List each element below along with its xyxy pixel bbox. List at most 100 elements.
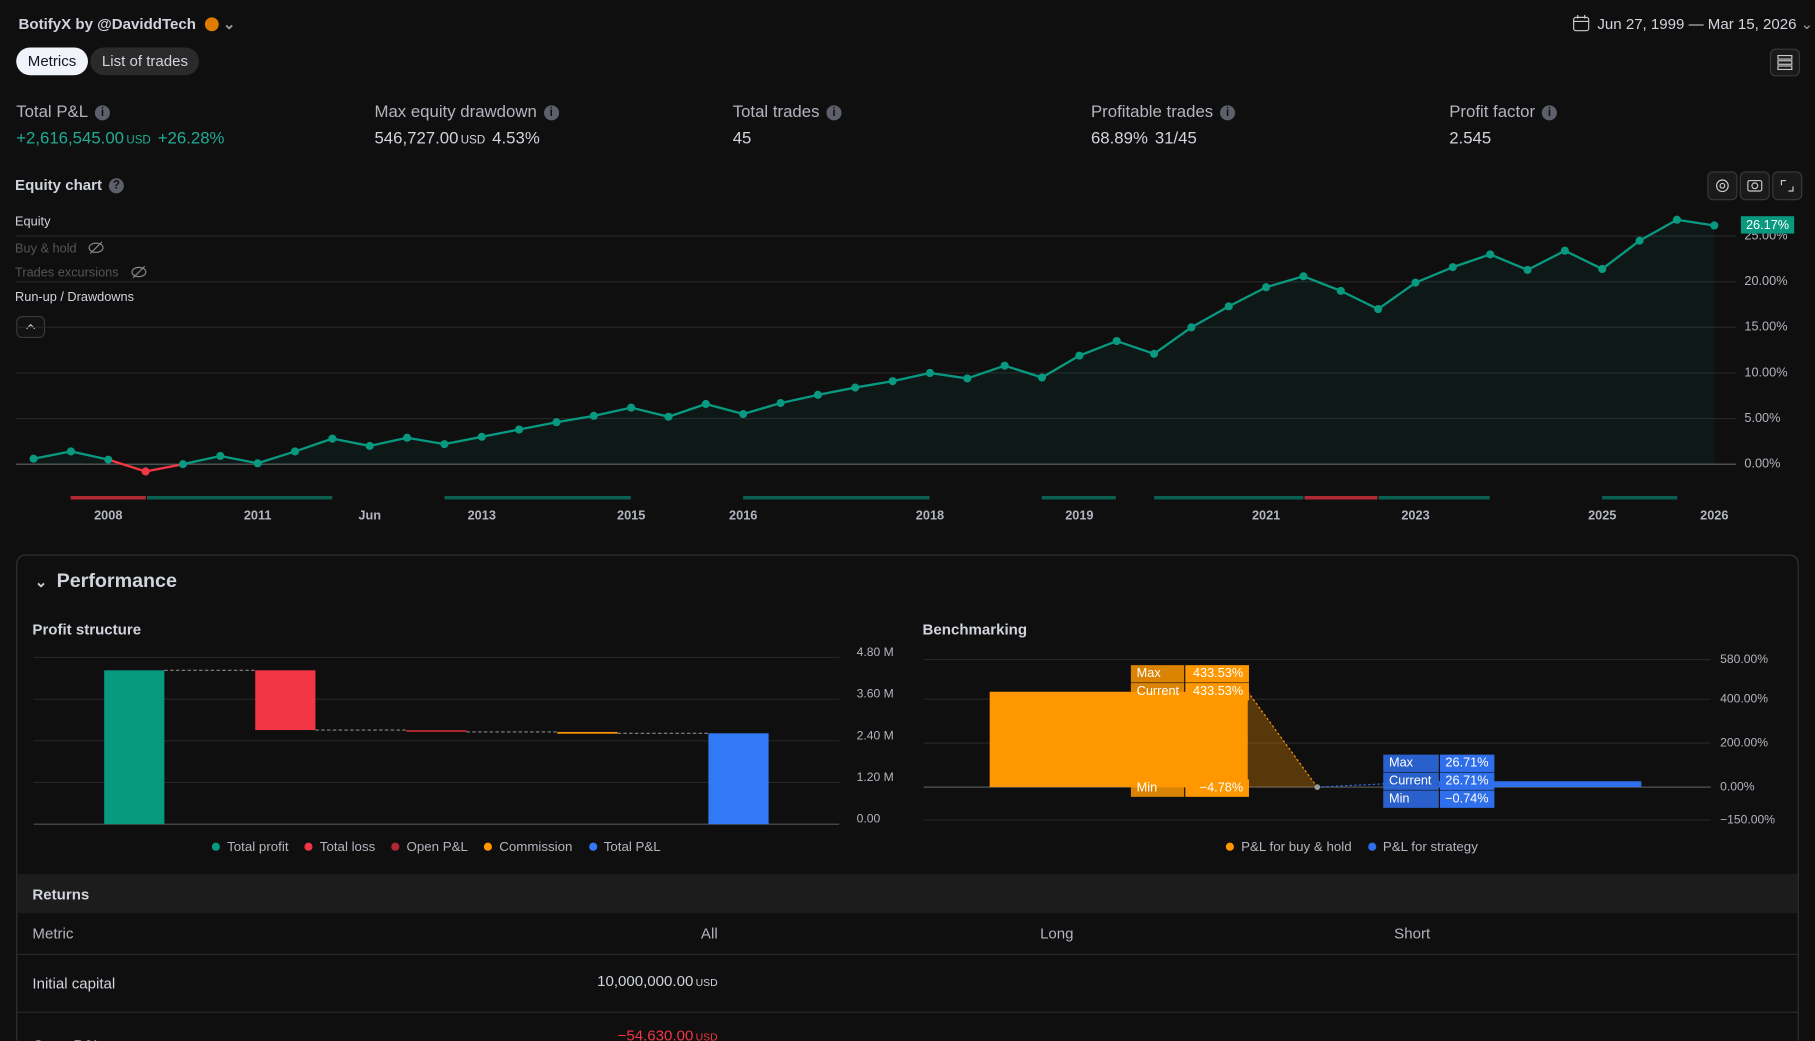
camera-icon [1747,179,1763,192]
performance-header[interactable]: ⌄ Performance [34,569,177,592]
current-label: 26.17% [1746,217,1789,232]
row-divider [17,1011,1798,1013]
info-icon: i [543,105,559,121]
legend-item: Total profit [212,840,289,854]
equity-segment [406,436,445,446]
stat-name: Min [1137,780,1158,795]
metric-label-text: Max equity drawdown [374,103,537,122]
legend-item: Total P&L [588,840,661,854]
legend-text: P&L for buy & hold [1241,840,1352,855]
stat-name-bg [1130,779,1185,797]
equity-point [253,459,262,468]
equity-segment [33,450,72,460]
legend-runup[interactable]: Run-up / Drawdowns [15,290,134,305]
equity-segment [294,437,333,453]
equity-segment [1303,275,1342,292]
equity-segment [892,371,931,383]
equity-point [477,432,486,441]
x-tick-label: 2008 [94,508,122,523]
x-tick-label: 2025 [1588,508,1616,523]
metric-value-text: 546,727.00 [374,129,459,149]
menu-icon [1777,54,1793,71]
metric-label: Total P&L i [16,103,111,122]
info-icon: i [826,105,842,121]
y-tick-label: 400.00% [1720,691,1768,705]
equity-point [963,374,972,383]
metric-value: 2.545 [1449,130,1491,149]
stat-value-bg [1439,772,1495,790]
stat-value: −4.78% [1200,780,1244,795]
stat-value-bg [1185,779,1249,797]
equity-segment [70,450,109,461]
stat-name: Current [1389,773,1432,788]
snapshot-button[interactable] [1739,171,1770,201]
x-tick-label: 2016 [729,508,757,523]
metric-label-text: Profitable trades [1090,103,1214,122]
hidden-icon [130,265,146,279]
equity-point [1411,278,1420,287]
tab-trades[interactable]: List of trades [90,47,200,76]
value-text: −54,630.00 [617,1026,694,1041]
y-tick-label: 0.00 [857,812,881,826]
equity-segment [1190,305,1230,329]
equity-segment [1078,339,1118,357]
equity-point [290,447,300,456]
equity-point [1635,236,1644,245]
metric-value-text: 2.545 [1449,129,1492,149]
equity-point [515,425,524,434]
stat-name-bg [1383,754,1439,772]
x-tick-label: 2023 [1401,508,1429,523]
convergence-line [1317,780,1439,788]
legend-buyhold[interactable]: Buy & hold [15,241,106,256]
equity-point [104,455,113,464]
layout-button[interactable] [1769,48,1800,77]
metric-change: 31/45 [1154,129,1197,149]
info-icon: i [95,105,111,121]
equity-segment [107,458,146,473]
equity-point [1112,336,1121,346]
equity-point [925,368,935,378]
stat-value: 433.53% [1193,683,1243,698]
tab-metrics[interactable]: Metrics [16,47,88,76]
metric-label: Profit factor i [1449,103,1558,122]
equity-title: Equity chart? [15,176,124,194]
equity-point [888,377,897,386]
stat-name: Min [1389,791,1410,806]
equity-point [1149,349,1159,358]
column-header: Long [1040,924,1074,943]
profit-structure-title: Profit structure [32,620,142,638]
equity-point [776,399,785,408]
legend-equity[interactable]: Equity [15,215,51,230]
row-metric: Open P&L [32,1036,101,1041]
equity-point [1523,265,1532,274]
stat-name: Max [1389,755,1414,770]
equity-segment [630,406,669,418]
profit-structure-legend: Total profit Total loss Open P&L Commission… [34,840,840,854]
author[interactable]: by @DaviddTech [75,15,196,33]
date-range[interactable]: Jun 27, 1999 — Mar 15, 2026 ⌄ [1572,14,1813,34]
hidden-icon [88,241,104,254]
equity-point [1336,286,1345,295]
fullscreen-button[interactable] [1772,171,1803,201]
stat-value: 26.71% [1445,773,1488,788]
equity-segment [1377,281,1417,311]
legend-dot [1367,842,1376,851]
equity-point [1037,373,1047,382]
stat-value: 433.53% [1193,665,1243,680]
benchmarking-legend: P&L for buy & hold P&L for strategy [924,840,1781,854]
legend-text: P&L for strategy [1382,840,1478,855]
metric-label: Max equity drawdown i [374,103,559,122]
x-tick-label: 2015 [617,508,645,523]
metric-change: 4.53% [492,129,540,149]
equity-segment [257,450,296,465]
legend-excursions[interactable]: Trades excursions [15,265,148,280]
settings-button[interactable] [1707,171,1738,201]
info-icon: i [1220,105,1236,121]
equity-point [1262,283,1271,292]
gear-icon [1716,179,1729,193]
equity-segment [668,402,707,418]
legend-item: Total loss [304,840,375,854]
current-label-bg [1740,216,1795,234]
equity-segment [518,421,557,431]
strategy-title[interactable]: BotifyX [18,15,72,33]
